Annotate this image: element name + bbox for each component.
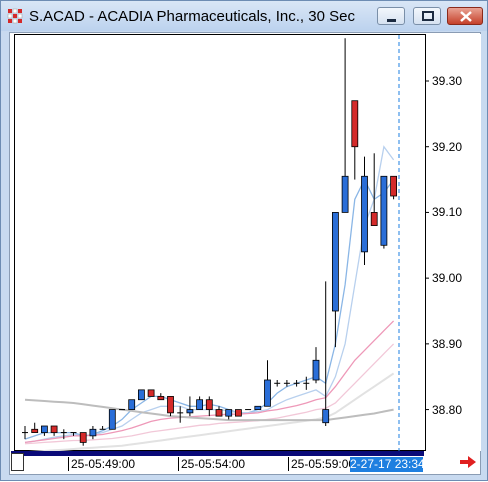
candle bbox=[196, 396, 204, 410]
candle bbox=[41, 425, 48, 436]
candle bbox=[167, 396, 174, 417]
candle bbox=[370, 153, 378, 226]
candle bbox=[254, 405, 262, 410]
price-axis-label: 38.80 bbox=[432, 402, 463, 417]
candle bbox=[147, 389, 155, 397]
time-scrollbar[interactable] bbox=[11, 451, 424, 456]
title-bar[interactable]: S.ACAD - ACADIA Pharmaceuticals, Inc., 3… bbox=[1, 1, 487, 31]
price-axis-label: 38.90 bbox=[432, 336, 463, 351]
time-axis-label: 25-05:49:00 bbox=[68, 457, 135, 471]
cursor-time-label: 2-27-17 23:34:00 bbox=[350, 457, 442, 472]
minimize-button[interactable] bbox=[377, 7, 405, 25]
candle bbox=[390, 175, 398, 200]
time-axis-label: 25-05:54:00 bbox=[178, 457, 245, 471]
candle bbox=[225, 409, 233, 420]
candle bbox=[303, 376, 310, 390]
candle bbox=[264, 360, 271, 407]
candle bbox=[351, 100, 359, 180]
scroll-thumb[interactable] bbox=[11, 453, 24, 471]
candle bbox=[128, 399, 136, 410]
candle bbox=[331, 212, 339, 348]
candle bbox=[31, 422, 39, 433]
price-axis[interactable] bbox=[425, 34, 481, 451]
time-axis[interactable] bbox=[25, 456, 425, 472]
moving-average-line bbox=[24, 372, 395, 454]
moving-average-line bbox=[24, 343, 395, 445]
candle bbox=[322, 281, 330, 426]
restore-icon bbox=[422, 11, 434, 21]
candle bbox=[60, 429, 67, 440]
candle bbox=[50, 425, 58, 436]
candle bbox=[157, 393, 165, 401]
candle bbox=[79, 432, 87, 446]
candle bbox=[293, 380, 300, 387]
candle bbox=[22, 426, 28, 440]
minimize-icon bbox=[387, 19, 396, 22]
candle bbox=[177, 406, 184, 423]
candle bbox=[361, 156, 368, 265]
candle bbox=[215, 406, 223, 417]
app-icon bbox=[7, 8, 23, 24]
candle bbox=[341, 38, 349, 213]
close-button[interactable] bbox=[447, 7, 483, 25]
candle bbox=[312, 347, 320, 384]
candle bbox=[283, 380, 290, 387]
candle bbox=[205, 396, 213, 417]
price-axis-label: 39.10 bbox=[432, 205, 463, 220]
window-title: S.ACAD - ACADIA Pharmaceuticals, Inc., 3… bbox=[29, 8, 355, 25]
price-axis-label: 39.20 bbox=[432, 139, 463, 154]
candle bbox=[108, 409, 116, 430]
price-axis-label: 39.30 bbox=[432, 74, 463, 88]
restore-button[interactable] bbox=[413, 7, 441, 25]
candle bbox=[89, 426, 97, 440]
candle bbox=[99, 426, 106, 430]
scroll-right-arrow-icon[interactable] bbox=[459, 455, 477, 469]
price-axis-label: 39.00 bbox=[432, 271, 463, 286]
candle bbox=[380, 175, 388, 249]
candle bbox=[186, 396, 194, 417]
candle bbox=[70, 432, 77, 436]
candle bbox=[274, 380, 281, 387]
candle bbox=[234, 409, 242, 417]
moving-average-line bbox=[24, 398, 394, 422]
candle bbox=[137, 389, 145, 401]
time-axis-label: 25-05:59:00 bbox=[288, 457, 355, 471]
close-icon bbox=[460, 11, 472, 22]
